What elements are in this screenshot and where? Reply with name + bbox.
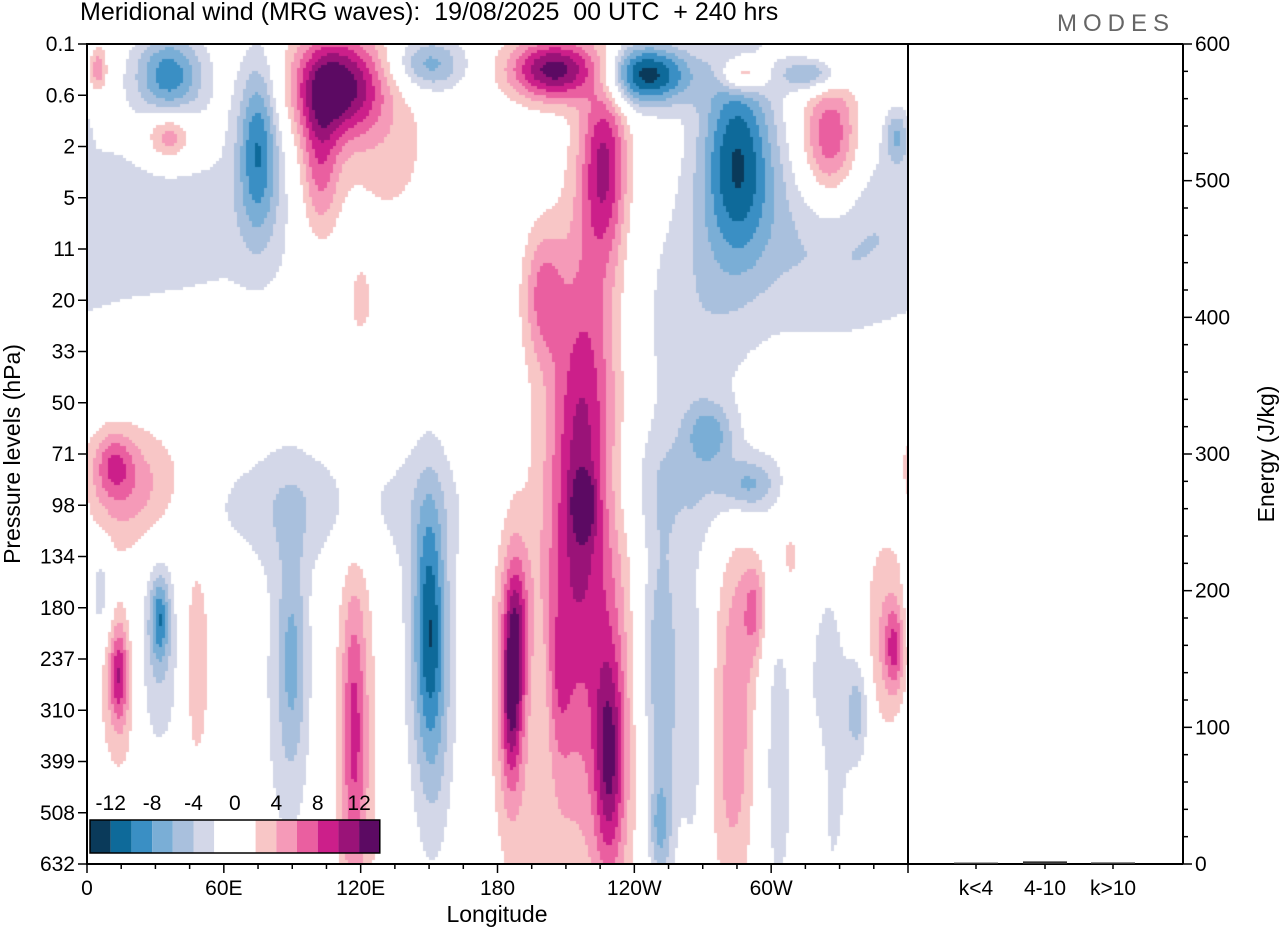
colorbar-swatch: [172, 820, 194, 853]
y-tick-label: 2: [63, 136, 75, 159]
y-tick-label: 20: [52, 289, 75, 312]
bar-category-label: k>10: [1090, 877, 1136, 900]
y-tick-label: 5: [63, 187, 75, 210]
y-tick-label: 310: [40, 699, 75, 722]
colorbar-swatch: [234, 820, 256, 853]
colorbar-label: 0: [229, 792, 241, 815]
colorbar-swatch: [359, 820, 380, 853]
x-tick-label: 120W: [607, 877, 662, 900]
y-tick-label: 11: [53, 238, 75, 261]
chart-title: Meridional wind (MRG waves): 19/08/2025 …: [80, 0, 779, 26]
y-tick-label: 98: [52, 494, 75, 517]
colorbar-swatch: [193, 820, 215, 853]
colorbar-swatch: [317, 820, 339, 853]
brand-logo: MODES: [1057, 10, 1176, 37]
colorbar-swatch: [90, 820, 111, 853]
y-tick-label: 0.6: [46, 84, 75, 107]
colorbar-swatch: [255, 820, 277, 853]
colorbar-label: -8: [143, 792, 162, 815]
energy-bar: [1091, 862, 1135, 864]
energy-tick-label: 300: [1195, 443, 1230, 466]
energy-bar: [954, 862, 998, 864]
x-tick-label: 60W: [750, 877, 793, 900]
colorbar-swatch: [110, 820, 132, 853]
colorbar-label: -12: [96, 792, 126, 815]
colorbar-swatch: [338, 820, 360, 853]
colorbar-legend: -12 -8 -4 0 4 8 12: [89, 792, 381, 854]
bar-category-label: k<4: [959, 877, 994, 900]
colorbar-label: 12: [347, 792, 370, 815]
y-tick-label: 50: [52, 392, 75, 415]
colorbar-swatch: [214, 820, 235, 853]
y-tick-label: 0.1: [46, 33, 75, 56]
energy-tick-label: 200: [1195, 580, 1230, 603]
colorbar-swatch: [297, 820, 318, 853]
energy-tick-label: 0: [1195, 853, 1207, 876]
heatmap-field: [87, 44, 908, 864]
energy-tick-label: 400: [1195, 306, 1230, 329]
y-tick-label: 180: [40, 597, 75, 620]
colorbar-swatch: [131, 820, 153, 853]
colorbar-swatch: [152, 820, 173, 853]
colorbar-label: -4: [184, 792, 203, 815]
x-tick-label: 180: [480, 877, 515, 900]
energy-tick-label: 100: [1195, 716, 1230, 739]
colorbar-frame: [89, 819, 381, 854]
colorbar-swatch: [276, 820, 297, 853]
y-axis-title: Pressure levels (hPa): [0, 344, 25, 564]
y-tick-label: 33: [52, 341, 75, 364]
y-tick-label: 399: [40, 751, 75, 774]
x-tick-label: 120E: [336, 877, 385, 900]
energy-axis-title: Energy (J/kg): [1253, 386, 1279, 523]
y-tick-label: 71: [52, 443, 75, 466]
energy-bar: [1023, 861, 1067, 864]
energy-tick-label: 500: [1195, 170, 1230, 193]
y-tick-label: 134: [40, 546, 75, 569]
bar-category-label: 4-10: [1024, 877, 1066, 900]
y-tick-label: 237: [40, 648, 75, 671]
energy-tick-label: 600: [1195, 33, 1230, 56]
energy-bar-panel: 0 100 200 300 400 500 600 k<4 4-10 k>10: [908, 33, 1230, 900]
x-tick-label: 60E: [205, 877, 242, 900]
heatmap-raster: [87, 44, 908, 864]
colorbar-label: 4: [270, 792, 282, 815]
colorbar-label: 8: [312, 792, 324, 815]
x-axis-title: Longitude: [446, 901, 547, 927]
x-tick-label: 0: [81, 877, 93, 900]
axes: 0.1 0.6 2 5 11 20 33 50 71 98 134 180 237 310 399 508 63…: [40, 33, 909, 900]
y-tick-label: 632: [40, 853, 75, 876]
y-tick-label: 508: [40, 802, 75, 825]
